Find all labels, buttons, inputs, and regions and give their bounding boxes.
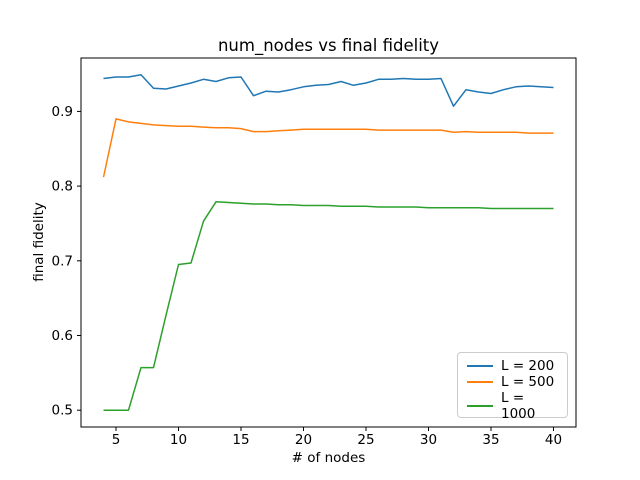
x-axis-label: # of nodes: [291, 450, 366, 466]
x-tick-label: 30: [420, 432, 437, 448]
x-tick-label: 10: [170, 432, 187, 448]
y-tick-label: 0.8: [52, 179, 73, 195]
legend-label: L = 1000: [501, 390, 536, 422]
x-tick-label: 20: [295, 432, 312, 448]
y-tick-label: 0.5: [52, 403, 73, 419]
series-line-0: [103, 74, 554, 107]
x-tick-label: 5: [112, 432, 121, 448]
chart-title: num_nodes vs final fidelity: [217, 36, 440, 55]
plot-frame: [80, 57, 577, 428]
y-tick-label: 0.9: [52, 104, 73, 120]
x-tick-label: 35: [482, 432, 499, 448]
series-line-2: [103, 201, 554, 411]
series-line-1: [102, 118, 554, 178]
y-tick-label: 0.7: [52, 253, 73, 269]
legend-line-swatch: [467, 365, 493, 367]
x-tick-label: 40: [545, 432, 562, 448]
y-axis-label: final fidelity: [31, 202, 47, 282]
x-tick-label: 25: [357, 432, 374, 448]
legend-line-swatch: [467, 381, 493, 383]
legend-item: L = 500: [467, 374, 558, 390]
legend-item: L = 200: [467, 358, 558, 374]
legend-label: L = 500: [501, 374, 555, 390]
legend-line-swatch: [467, 405, 493, 407]
legend: L = 200 L = 500 L = 1000: [457, 352, 568, 422]
x-tick-label: 15: [232, 432, 249, 448]
legend-label: L = 200: [501, 358, 555, 374]
y-tick-label: 0.6: [52, 328, 73, 344]
legend-item: L = 1000: [467, 390, 558, 422]
